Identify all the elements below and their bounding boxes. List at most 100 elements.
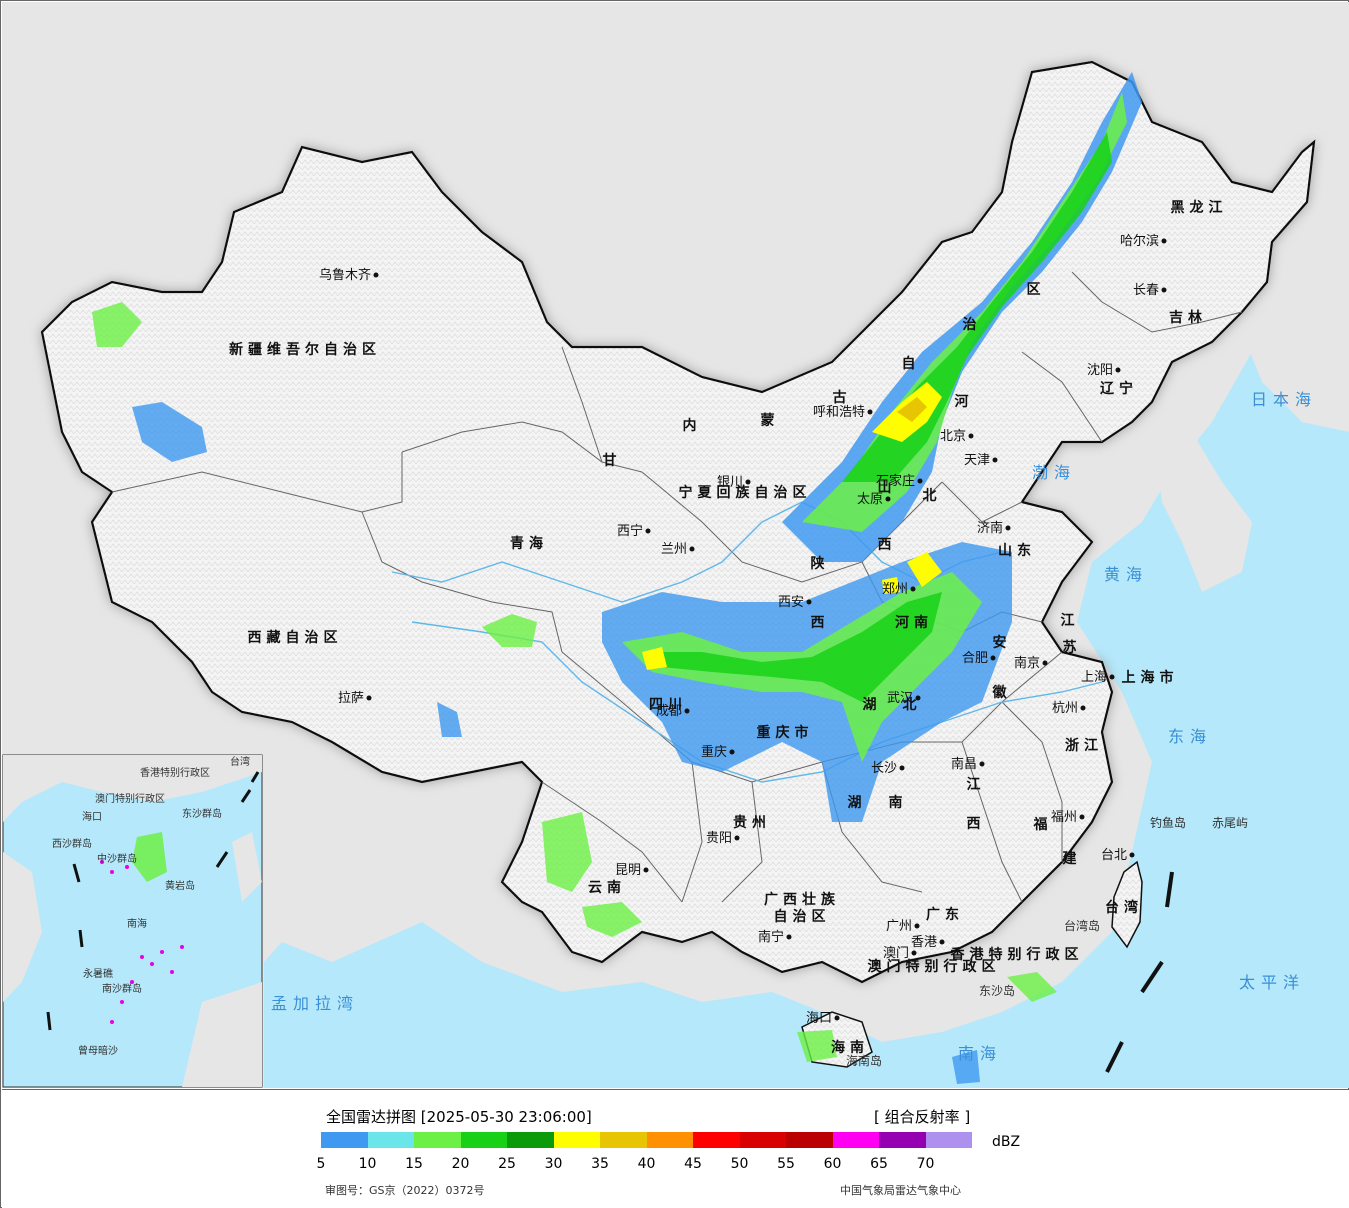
city-label: 南宁 (758, 929, 784, 945)
province-label: 黑龙江 (1171, 199, 1228, 216)
legend-title: 全国雷达拼图 [2025-05-30 23:06:00] (326, 1108, 592, 1126)
city-label: 北京 (940, 429, 966, 444)
province-label: 西 (967, 816, 986, 832)
sea-label: 南海 (958, 1044, 1002, 1063)
city-marker (1080, 705, 1086, 711)
island-label: 东沙岛 (979, 983, 1015, 998)
color-scale-tick: 5 (316, 1156, 326, 1172)
province-label: 古 (833, 389, 852, 406)
province-label: 青海 (510, 535, 548, 552)
province-label: 江 (967, 776, 986, 793)
city-marker (910, 586, 916, 592)
color-scale-tick: 15 (405, 1156, 423, 1172)
city-label: 沈阳 (1087, 363, 1113, 378)
color-swatch (925, 1132, 972, 1148)
city-marker (689, 546, 695, 552)
province-label: 南 (889, 794, 908, 811)
color-swatch (414, 1132, 461, 1148)
province-label: 吉林 (1169, 309, 1207, 326)
city-marker (979, 761, 985, 767)
city-marker (729, 749, 735, 755)
color-scale-tick: 45 (684, 1156, 702, 1172)
province-label: 徽 (992, 684, 1012, 701)
city-marker (745, 479, 751, 485)
province-label: 建 (1063, 850, 1082, 867)
province-label: 广西壮族 (764, 891, 840, 908)
city-label: 成都 (656, 704, 682, 719)
city-marker (806, 599, 812, 605)
city-marker (834, 1015, 840, 1021)
city-label: 太原 (857, 492, 883, 507)
maritime-boundary (1105, 871, 1174, 1073)
inset-label: 南沙群岛 (102, 982, 142, 995)
color-scale-tick: 65 (870, 1156, 888, 1172)
radar-echoes (92, 72, 1142, 1084)
province-label: 重庆市 (757, 724, 814, 741)
city-marker (1005, 525, 1011, 531)
color-swatch (367, 1132, 414, 1148)
inset-label: 西沙群岛 (52, 837, 92, 850)
city-label: 天津 (964, 453, 990, 468)
city-label: 兰州 (661, 542, 687, 557)
province-label: 自 (902, 355, 921, 372)
sea-label: 太平洋 (1239, 973, 1305, 992)
city-label: 贵阳 (706, 831, 732, 846)
city-label: 武汉 (887, 691, 913, 706)
color-scale-tick: 50 (730, 1156, 749, 1172)
province-label: 河南 (895, 614, 933, 631)
province-label: 西 (878, 537, 897, 553)
japan-land (1242, 142, 1349, 432)
legend-panel: 全国雷达拼图 [2025-05-30 23:06:00] [ 组合反射率 ] 5… (2, 1089, 1349, 1208)
province-label: 北 (903, 697, 922, 713)
province-label: 湖 (848, 795, 867, 811)
city-marker (1129, 852, 1135, 858)
province-label: 治 (963, 316, 982, 333)
city-marker (366, 695, 372, 701)
sea-label: 日本海 (1251, 390, 1317, 409)
sea-label: 渤海 (1032, 463, 1076, 482)
island-label: 钓鱼岛 (1150, 815, 1186, 830)
inset-label: 香港特别行政区 (140, 766, 210, 779)
color-swatch (786, 1132, 833, 1148)
city-marker (684, 708, 690, 714)
color-swatch (553, 1132, 600, 1148)
city-label: 呼和浩特 (813, 405, 865, 420)
city-marker (734, 835, 740, 841)
city-label: 澳门 (883, 945, 909, 961)
city-label: 拉萨 (338, 691, 364, 706)
city-marker (645, 528, 651, 534)
inset-label: 南海 (127, 917, 147, 930)
city-label: 哈尔滨 (1120, 233, 1159, 249)
province-label: 陕 (811, 555, 830, 572)
city-marker (1161, 238, 1167, 244)
inset-label: 海口 (82, 810, 102, 823)
color-scale-tick: 70 (916, 1156, 935, 1172)
color-scale-tick: 40 (637, 1156, 656, 1172)
city-label: 长春 (1133, 283, 1159, 298)
color-swatch (646, 1132, 693, 1148)
city-label: 福州 (1051, 810, 1077, 825)
sea-label: 黄海 (1104, 565, 1148, 584)
city-label: 银川 (717, 475, 743, 490)
city-label: 上海 (1081, 670, 1107, 685)
city-marker (1115, 367, 1121, 373)
city-label: 长沙 (871, 761, 897, 776)
inset-label: 东沙群岛 (182, 807, 222, 820)
inset-label: 中沙群岛 (97, 852, 137, 865)
city-label: 昆明 (615, 863, 641, 878)
color-swatch (600, 1132, 647, 1148)
city-marker (1161, 287, 1167, 293)
city-marker (915, 695, 921, 701)
city-label: 杭州 (1052, 701, 1078, 716)
color-scale-tick: 25 (498, 1156, 516, 1172)
city-marker (1042, 660, 1048, 666)
island-label: 赤尾屿 (1212, 816, 1248, 830)
color-scale-tick: 55 (777, 1156, 795, 1172)
city-label: 广州 (886, 919, 912, 934)
city-label: 郑州 (882, 582, 908, 597)
province-label: 福 (1033, 816, 1053, 833)
